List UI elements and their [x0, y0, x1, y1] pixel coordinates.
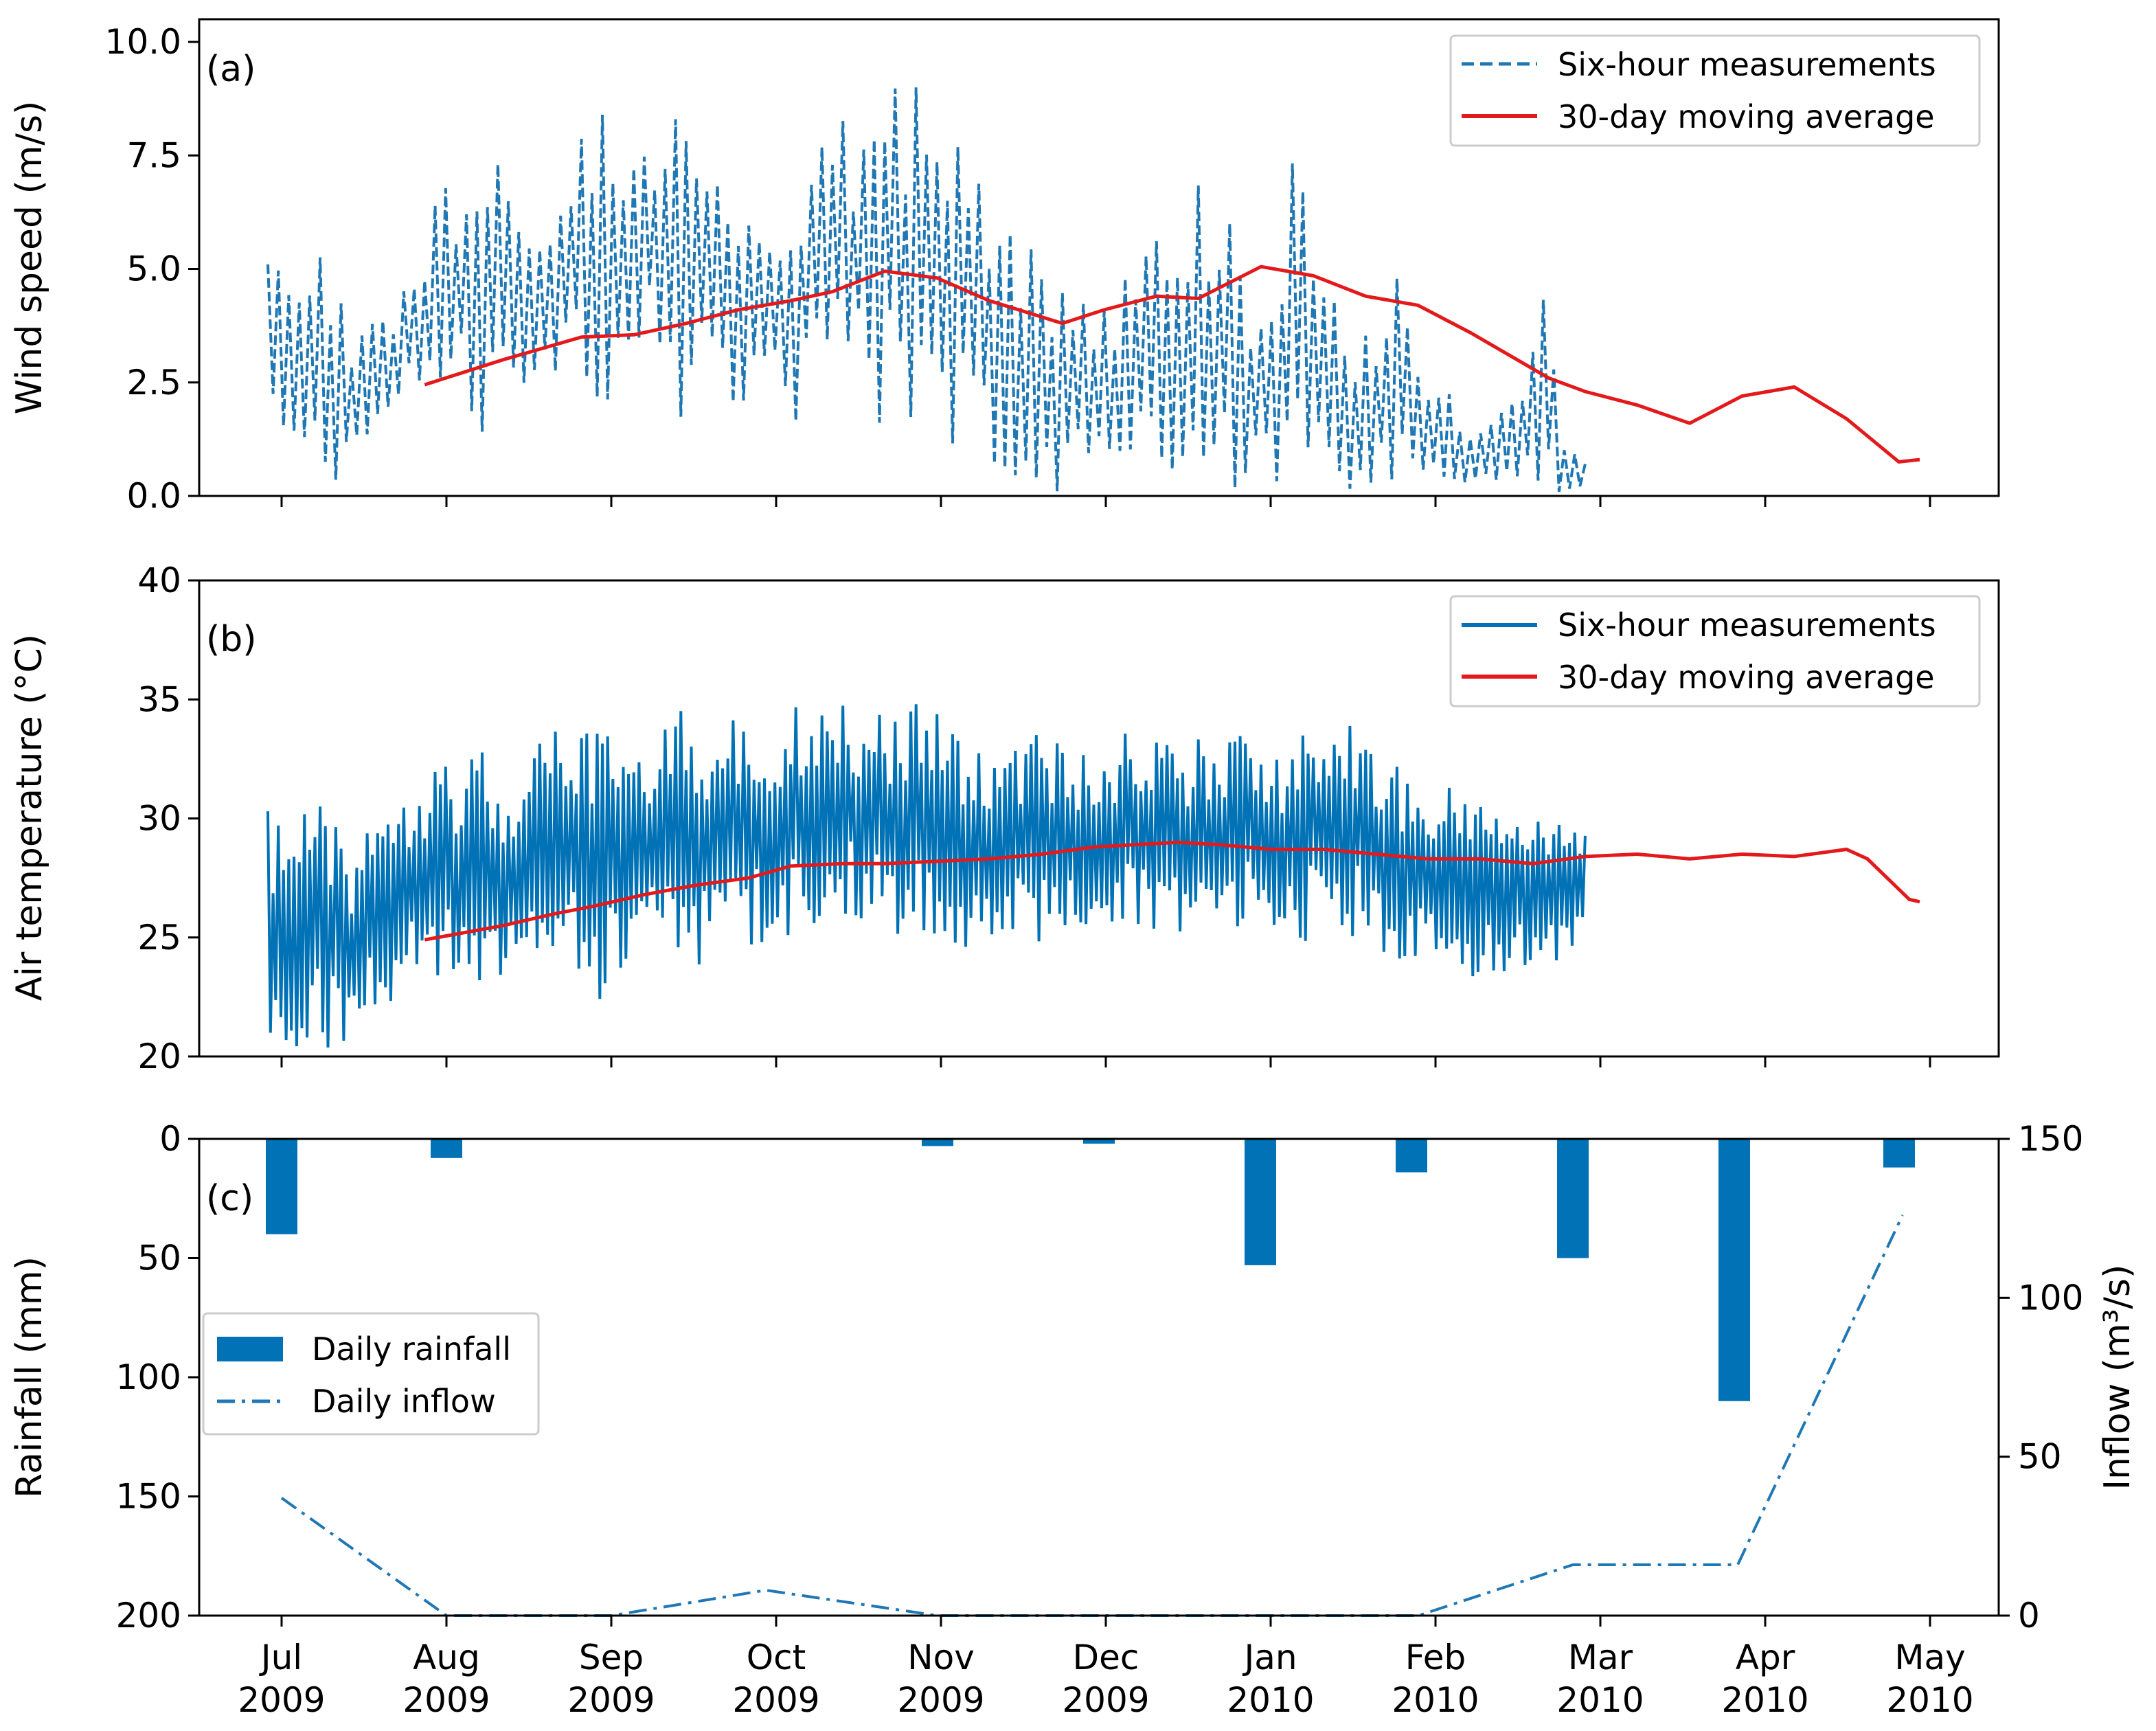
panel-a-legend-label-average: 30-day moving average: [1558, 98, 1935, 135]
series-temperature-measurements: [266, 704, 1587, 1048]
x-tick-label-month: Feb: [1405, 1638, 1466, 1677]
rainfall-bar: [1557, 1139, 1589, 1258]
panel-b-label: (b): [206, 619, 257, 660]
y-tick-label: 0: [159, 1119, 181, 1159]
rainfall-bar: [1718, 1139, 1750, 1401]
x-tick-label-month: Aug: [413, 1638, 480, 1677]
rainfall-bar: [1883, 1139, 1915, 1168]
y-tick-label: 40: [137, 561, 181, 600]
x-tick-label-year: 2010: [1886, 1680, 1973, 1720]
y-tick-label: 35: [137, 679, 181, 719]
panel-c-y2-axis-label: Inflow (m³/s): [2097, 1265, 2138, 1491]
x-tick-label-month: Oct: [747, 1638, 806, 1677]
panel-a-legend-label-measurements: Six-hour measurements: [1558, 46, 1936, 83]
rainfall-bar: [1396, 1139, 1427, 1173]
panel-a-ticks: 0.0 2.5 5.0 7.5 10.0: [105, 22, 1931, 516]
y-tick-label: 100: [116, 1357, 181, 1397]
rainfall-bar: [1083, 1139, 1115, 1144]
y-tick-label: 150: [116, 1477, 181, 1517]
y-tick-label: 25: [137, 918, 181, 958]
y-tick-label: 7.5: [126, 135, 181, 175]
y-tick-label: 10.0: [105, 22, 181, 62]
panel-c-label: (c): [206, 1178, 253, 1219]
panel-b-legend-box: [1449, 595, 1981, 708]
panel-a-label: (a): [206, 49, 256, 90]
x-tick-label-year: 2010: [1721, 1680, 1808, 1720]
y2-tick-label: 0: [2018, 1596, 2040, 1636]
panel-c-legend-box: [202, 1312, 540, 1436]
y-tick-label: 50: [137, 1238, 181, 1278]
panel-b-legend: Six-hour measurements 30-day moving aver…: [1449, 595, 1981, 708]
x-tick-label-month: Apr: [1736, 1638, 1795, 1677]
panel-c-legend-label-inflow: Daily inflow: [312, 1383, 496, 1420]
panel-b-data: [266, 704, 1920, 1048]
panel-b-ticks: 20 25 30 35 40: [137, 561, 1931, 1076]
x-tick-label-year: 2010: [1392, 1680, 1479, 1720]
x-tick-label-month: May: [1894, 1638, 1965, 1677]
x-tick-label-month: Jul: [259, 1638, 302, 1677]
rainfall-bar: [922, 1139, 953, 1146]
y2-tick-label: 100: [2018, 1278, 2083, 1317]
y2-tick-label: 150: [2018, 1119, 2083, 1159]
panel-c-data: [266, 1139, 1915, 1617]
panel-c-legend-marker-rainfall: [217, 1337, 283, 1361]
panel-a-data: [266, 87, 1920, 493]
x-tick-label-year: 2010: [1556, 1680, 1644, 1720]
y-tick-label: 20: [137, 1037, 181, 1076]
x-tick-label-year: 2009: [567, 1680, 655, 1720]
panel-c-legend: Daily rainfall Daily inflow: [202, 1312, 540, 1436]
y-tick-label: 30: [137, 799, 181, 839]
panel-a-legend: Six-hour measurements 30-day moving aver…: [1449, 34, 1981, 147]
panel-a-wind-speed: 0.0 2.5 5.0 7.5 10.0 (a) Wind speed (m/s) Si…: [9, 18, 2000, 516]
rainfall-bar: [1245, 1139, 1276, 1265]
x-tick-label-year: 2009: [897, 1680, 984, 1720]
panel-a-frame: [198, 18, 2000, 497]
rainfall-bar: [431, 1139, 462, 1158]
y2-tick-label: 50: [2018, 1437, 2062, 1477]
panel-a-y-axis-label: Wind speed (m/s): [9, 101, 50, 415]
x-tick-label-month: Nov: [907, 1638, 975, 1677]
panel-b-air-temperature: 20 25 30 35 40 (b) Air temperature (°C) Six-…: [9, 561, 2000, 1076]
rainfall-bar: [266, 1139, 297, 1234]
x-tick-label-year: 2009: [402, 1680, 490, 1720]
x-tick-label-month: Jan: [1242, 1638, 1297, 1677]
series-wind-30day-average: [424, 264, 1920, 464]
panel-b-y-axis-label: Air temperature (°C): [9, 634, 50, 1001]
y-tick-label: 0.0: [126, 476, 181, 516]
x-tick-label-year: 2009: [732, 1680, 819, 1720]
y-tick-label: 2.5: [126, 363, 181, 403]
series-wind-measurements: [266, 87, 1587, 493]
y-tick-label: 200: [116, 1596, 181, 1636]
panel-c-legend-label-rainfall: Daily rainfall: [312, 1331, 511, 1368]
panel-c-y-axis-label: Rainfall (mm): [9, 1256, 50, 1498]
panel-b-legend-label-measurements: Six-hour measurements: [1558, 607, 1936, 644]
panel-b-legend-label-average: 30-day moving average: [1558, 659, 1935, 696]
y-tick-label: 5.0: [126, 249, 181, 289]
x-tick-label-year: 2009: [238, 1680, 325, 1720]
x-tick-label-month: Sep: [579, 1638, 644, 1677]
x-tick-label-year: 2009: [1062, 1680, 1149, 1720]
x-tick-label-year: 2010: [1227, 1680, 1314, 1720]
x-tick-label-month: Dec: [1073, 1638, 1139, 1677]
series-temperature-30day-average: [424, 840, 1920, 942]
panel-a-legend-box: [1449, 34, 1981, 147]
x-tick-label-month: Mar: [1568, 1638, 1633, 1677]
